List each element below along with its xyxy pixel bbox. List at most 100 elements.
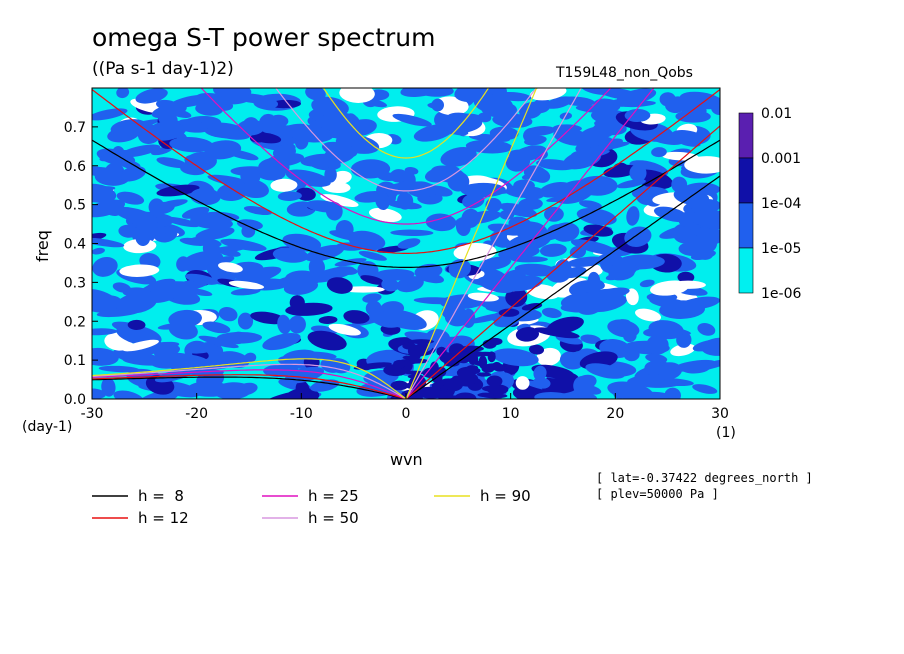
spectrum-cell [375,191,390,211]
spectrum-cell [515,327,540,342]
x-unit-label: (1) [716,425,736,441]
spectrum-cell [264,99,279,109]
dispersion-curve-h8-kelvin [405,175,720,399]
spectrum-cell [186,288,213,297]
spectrum-cell [237,312,254,330]
y-tick-label: 0.0 [64,392,86,408]
spectrum-cell [499,202,538,218]
spectrum-cell [581,88,613,95]
spectrum-cell [335,220,354,239]
colorbar-label: 0.001 [761,151,801,167]
spectrum-cell [392,113,432,127]
x-axis: -30 -20 -10 0 10 20 30 [81,393,729,422]
spectrum-cell [289,295,305,311]
spectrum-cell [305,88,326,101]
spectrum-cell [204,126,249,139]
spectrum-cell [499,275,543,292]
spectrum-cell [479,256,512,271]
spectrum-cell [468,353,479,365]
spectrum-cell [440,147,477,167]
spectrum-cell [580,334,601,344]
spectrum-cell [92,183,117,203]
spectrum-cell [444,307,471,327]
spectrum-cell [544,206,564,222]
spectrum-cell [277,191,302,201]
spectrum-cell [415,271,444,284]
spectrum-cell [92,256,118,277]
spectrum-cell [664,387,681,399]
spectrum-cell [211,256,235,266]
dispersion-curve-h25-er [92,369,407,399]
spectrum-cell [553,128,591,146]
spectrum-cell [282,233,322,252]
spectrum-cell [462,193,485,209]
spectrum-cell [591,287,630,300]
spectrum-cell [493,317,519,328]
spectrum-cell [168,320,198,340]
spectrum-cell [692,339,720,352]
spectrum-cell [94,295,122,309]
spectrum-cell [127,319,146,330]
spectrum-cell [616,88,657,105]
spectrum-cell [220,238,267,252]
spectrum-cell [533,365,547,381]
spectrum-cell [156,157,188,169]
spectrum-cell [635,308,662,322]
spectrum-cell [407,344,426,358]
spectrum-cell [328,323,361,336]
spectrum-cell [486,375,503,387]
spectrum-cell [678,241,706,256]
spectrum-cell [598,254,619,266]
spectrum-cell [465,139,513,154]
spectrum-cell [425,213,457,232]
dispersion-curve-h90-ig [322,88,490,159]
spectrum-cell [178,119,203,128]
spectrum-cell [583,224,614,237]
spectrum-cell [431,98,444,112]
spectrum-cell [424,165,461,183]
chart-title: omega S-T power spectrum [92,23,436,52]
spectrum-cell [230,288,261,296]
spectrum-cell [529,88,567,101]
spectrum-cell [639,279,655,288]
spectrum-cell [641,381,679,388]
spectrum-cell [290,126,334,143]
spectrum-cell [121,354,142,362]
spectrum-cell [671,359,716,372]
spectrum-cell [624,226,652,247]
spectrum-cell [92,388,106,399]
spectrum-cell [203,211,240,221]
y-axis: 0.0 0.1 0.2 0.3 0.4 0.5 0.6 0.7 [64,120,98,408]
spectrum-cell [615,100,656,108]
x-tick-label: 30 [711,406,729,422]
spectrum-cell [92,349,112,366]
spectrum-cell [184,273,219,285]
spectrum-cell [92,232,107,242]
spectrum-cell [387,200,422,210]
y-tick-label: 0.5 [64,198,86,214]
spectrum-cell [131,341,180,353]
spectrum-cell [485,197,502,213]
spectrum-cell [482,339,497,349]
spectrum-cell [374,269,415,281]
spectrum-cell [566,256,607,268]
spectrum-cell [528,344,545,355]
spectrum-cell [569,245,587,259]
colorbar-label: 1e-06 [761,286,801,302]
spectrum-cell [94,167,130,186]
spectrum-cell [236,382,258,396]
plot-area [91,87,721,400]
spectrum-cell [230,331,246,345]
spectrum-cell [476,372,492,377]
spectrum-cell [334,266,358,275]
spectrum-cell [396,276,424,293]
spectrum-cell [135,228,151,247]
spectrum-cell [360,275,385,285]
spectrum-cell [417,386,441,399]
colorbar-label: 1e-04 [761,196,801,212]
spectrum-cell [585,363,626,379]
x-tick-label: -20 [185,406,208,422]
spectrum-cell [119,264,160,277]
spectrum-cell [390,380,409,391]
legend-label: h = 90 [480,487,531,505]
